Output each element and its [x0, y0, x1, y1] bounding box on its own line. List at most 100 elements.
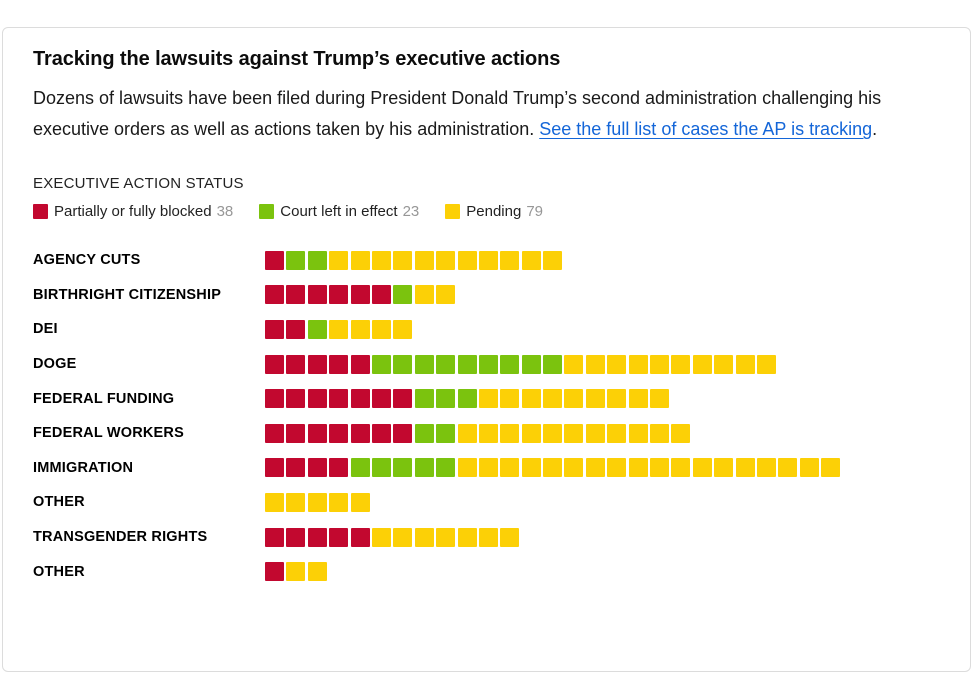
lawsuit-square — [329, 423, 349, 443]
lawsuit-square — [307, 458, 327, 478]
lawsuit-square — [436, 354, 456, 374]
lawsuit-square — [265, 319, 284, 339]
lawsuit-square — [265, 354, 284, 374]
legend-label: Partially or fully blocked — [54, 203, 212, 220]
chart-row: BIRTHRIGHT CITIZENSHIP — [33, 278, 940, 313]
row-label: IMMIGRATION — [33, 459, 134, 476]
row-squares — [265, 527, 520, 547]
lawsuit-square — [371, 250, 391, 270]
lawsuit-square — [500, 527, 520, 547]
chart-title: Tracking the lawsuits against Trump’s ex… — [33, 48, 561, 70]
lawsuit-square — [350, 250, 370, 270]
lawsuit-square — [307, 423, 327, 443]
lawsuit-square — [671, 423, 691, 443]
lawsuit-square — [307, 389, 327, 409]
lawsuit-square — [393, 527, 413, 547]
row-label: DEI — [33, 321, 58, 338]
lawsuit-square — [371, 389, 391, 409]
lawsuit-square — [371, 319, 391, 339]
legend-item-pending: Pending 79 — [445, 203, 543, 220]
lawsuit-square — [543, 458, 563, 478]
lawsuit-square — [307, 527, 327, 547]
lawsuit-square — [265, 285, 284, 305]
legend-count: 23 — [402, 203, 420, 220]
lawsuit-square — [521, 250, 541, 270]
lawsuit-square — [500, 250, 520, 270]
full-list-link[interactable]: See the full list of cases the AP is tra… — [539, 119, 873, 139]
lawsuit-square — [607, 389, 627, 409]
lawsuit-square — [371, 354, 391, 374]
lawsuit-square — [543, 389, 563, 409]
lawsuit-square — [307, 250, 327, 270]
lawsuit-square — [286, 492, 306, 512]
row-label: TRANSGENDER RIGHTS — [33, 529, 208, 546]
lawsuit-square — [585, 354, 605, 374]
row-label: DOGE — [33, 356, 77, 373]
row-squares — [265, 319, 413, 339]
lawsuit-square — [521, 423, 541, 443]
lawsuit-square — [564, 423, 584, 443]
lawsuit-square — [436, 285, 456, 305]
blocked-swatch-icon — [33, 204, 48, 219]
lawsuit-square — [414, 527, 434, 547]
lawsuit-square — [500, 423, 520, 443]
lawsuit-square — [650, 423, 670, 443]
lawsuit-square — [265, 562, 284, 582]
lawsuit-square — [478, 527, 498, 547]
lawsuit-square — [436, 250, 456, 270]
lawsuit-square — [265, 389, 284, 409]
row-squares — [265, 492, 370, 512]
lawsuit-square — [350, 527, 370, 547]
description-text: Dozens of lawsuits have been filed durin… — [33, 88, 882, 139]
lawsuit-square — [329, 250, 349, 270]
lawsuit-square — [735, 354, 755, 374]
lawsuit-square — [329, 492, 349, 512]
lawsuit-square — [778, 458, 798, 478]
lawsuit-square — [286, 562, 306, 582]
lawsuit-square — [714, 458, 734, 478]
lawsuit-square — [628, 354, 648, 374]
chart-card: Tracking the lawsuits against Trump’s ex… — [2, 27, 971, 672]
lawsuit-square — [478, 250, 498, 270]
row-squares — [265, 354, 776, 374]
description-period: . — [872, 119, 878, 139]
lawsuit-square — [307, 492, 327, 512]
row-label: FEDERAL FUNDING — [33, 390, 175, 407]
lawsuit-square — [265, 527, 284, 547]
lawsuit-square — [735, 458, 755, 478]
lawsuit-square — [543, 423, 563, 443]
row-label: OTHER — [33, 563, 85, 580]
lawsuit-square — [521, 458, 541, 478]
lawsuit-square — [478, 458, 498, 478]
lawsuit-square — [265, 458, 284, 478]
legend-item-left-in-effect: Court left in effect 23 — [259, 203, 419, 220]
lawsuit-square — [756, 458, 776, 478]
lawsuit-square — [607, 458, 627, 478]
lawsuit-square — [543, 354, 563, 374]
lawsuit-square — [286, 389, 306, 409]
row-squares — [265, 285, 456, 305]
lawsuit-square — [564, 389, 584, 409]
lawsuit-square — [500, 389, 520, 409]
row-squares — [265, 562, 327, 582]
row-squares — [265, 250, 563, 270]
row-label: OTHER — [33, 494, 85, 511]
lawsuit-square — [478, 354, 498, 374]
lawsuit-square — [414, 285, 434, 305]
lawsuit-square — [393, 354, 413, 374]
lawsuit-square — [585, 389, 605, 409]
lawsuit-square — [393, 250, 413, 270]
left-in-effect-swatch-icon — [259, 204, 275, 219]
lawsuit-square — [671, 458, 691, 478]
legend-item-blocked: Partially or fully blocked 38 — [33, 203, 233, 220]
lawsuit-square — [307, 354, 327, 374]
chart-row: IMMIGRATION — [33, 451, 940, 486]
lawsuit-square — [329, 319, 349, 339]
lawsuit-square — [478, 389, 498, 409]
lawsuit-square — [650, 354, 670, 374]
row-squares — [265, 458, 841, 478]
lawsuit-square — [436, 423, 456, 443]
lawsuit-square — [714, 354, 734, 374]
lawsuit-square — [265, 250, 284, 270]
row-squares — [265, 389, 670, 409]
